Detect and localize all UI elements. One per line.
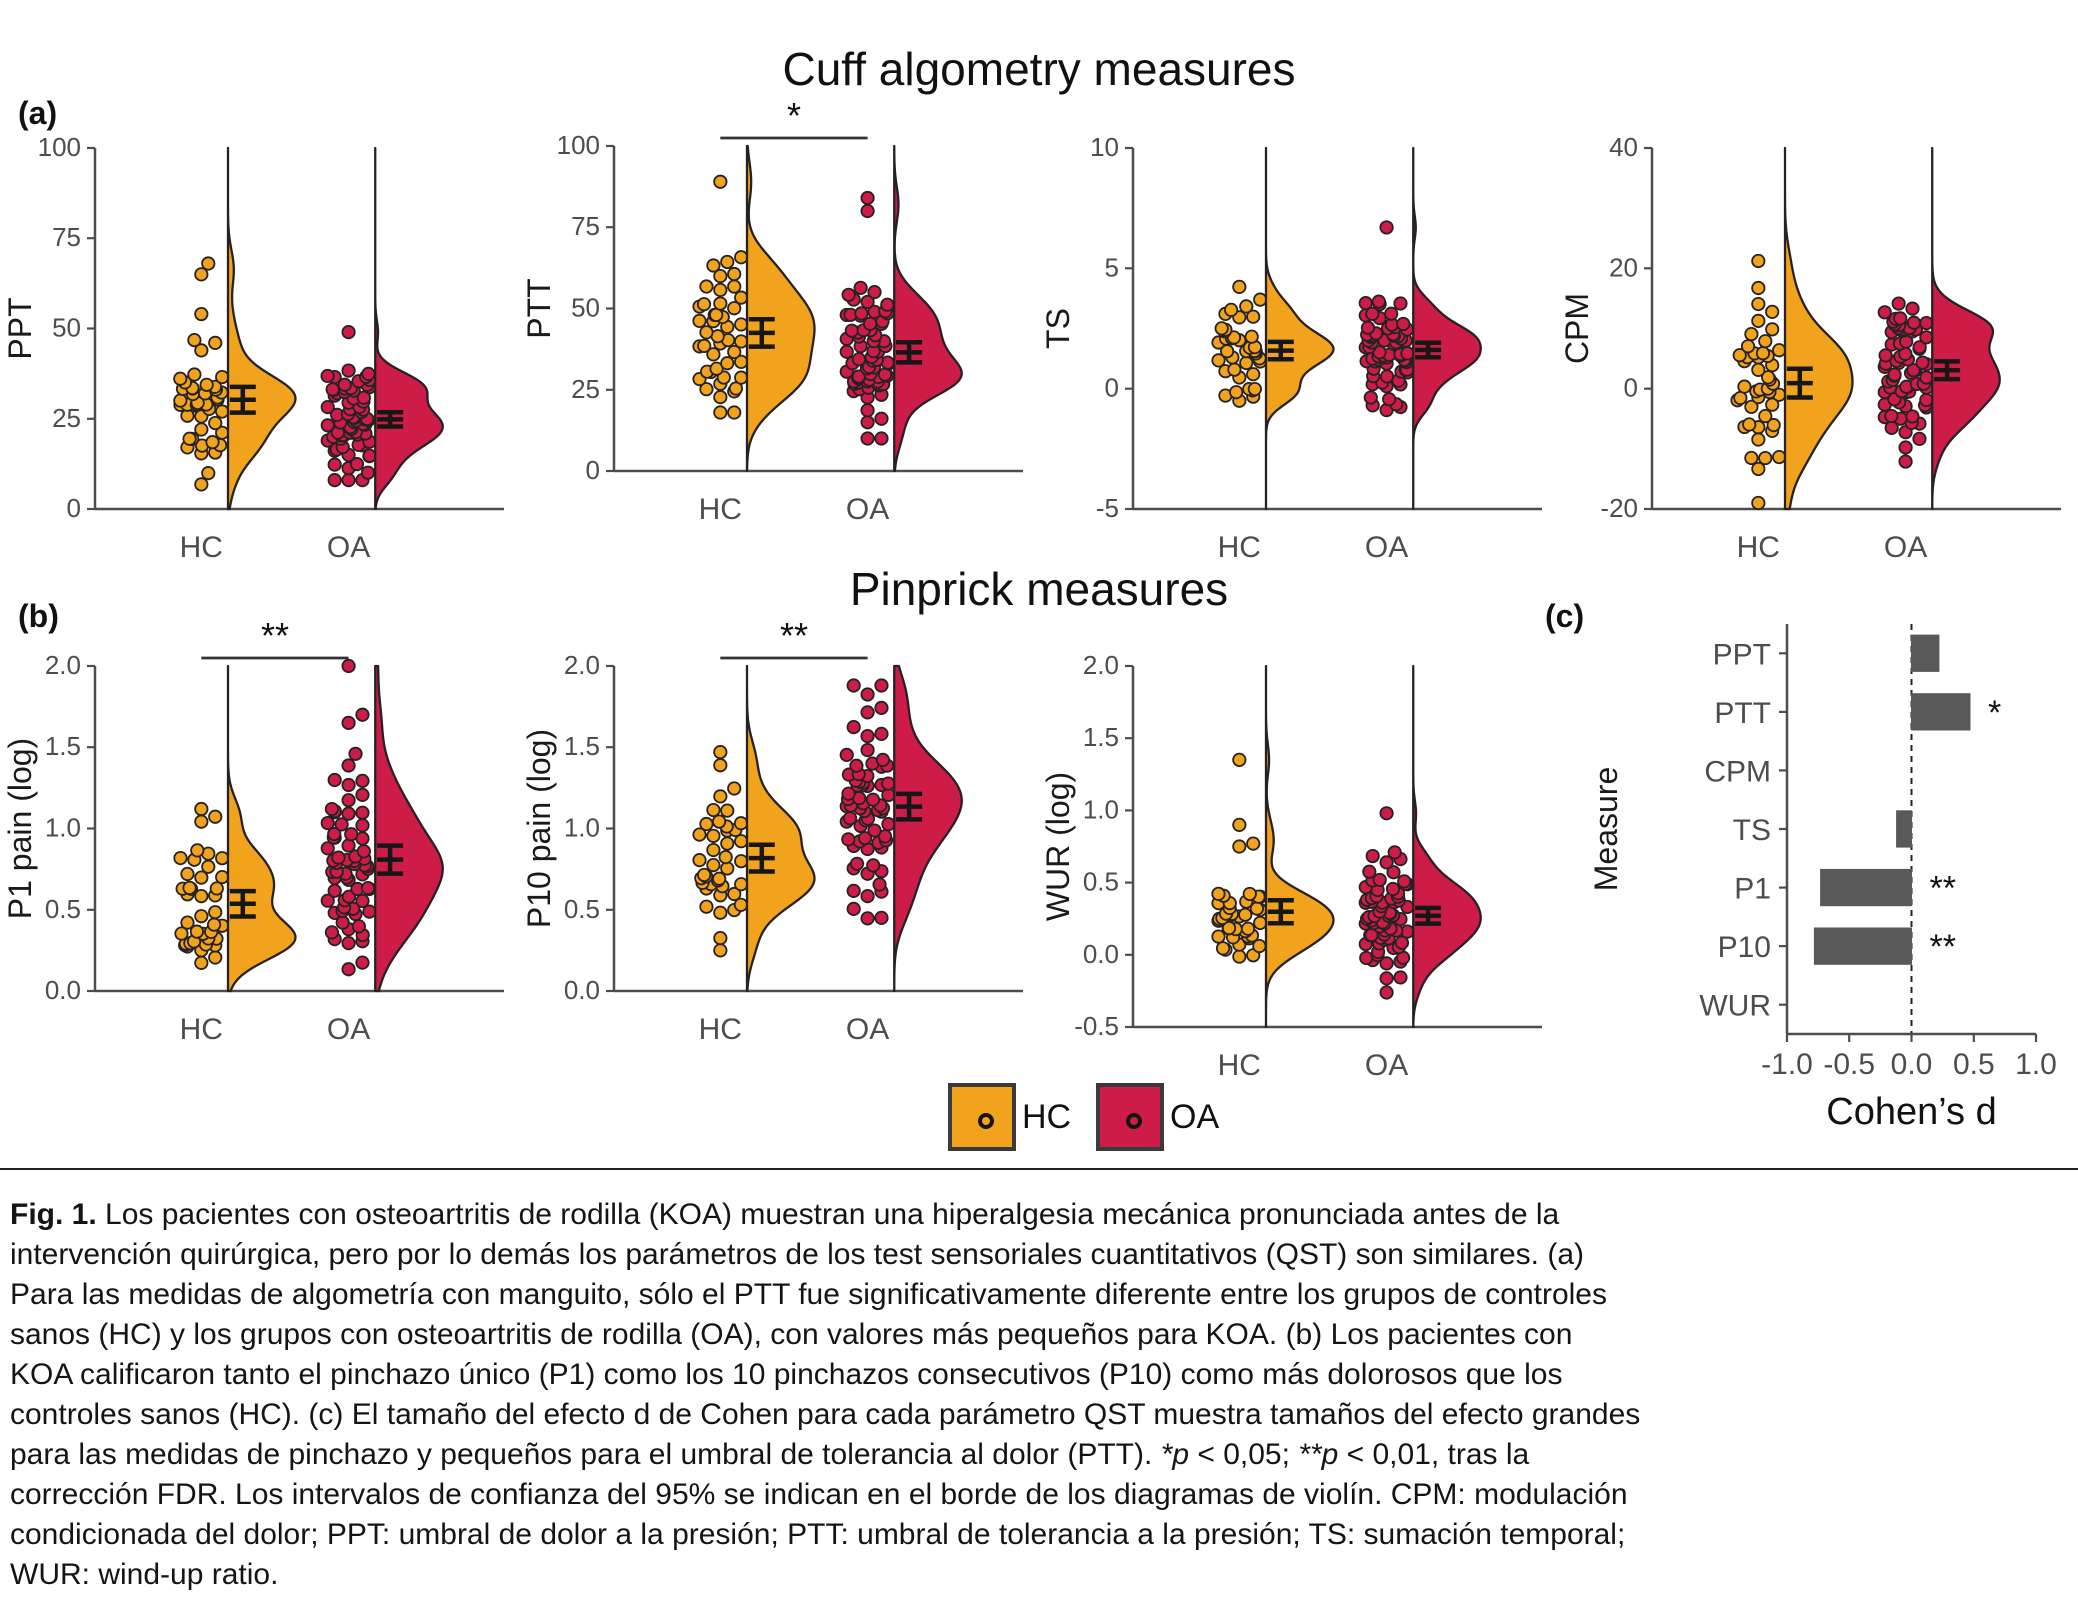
svg-text:100: 100: [557, 130, 600, 160]
svg-text:CPM: CPM: [1559, 293, 1595, 364]
svg-text:PPT: PPT: [1713, 638, 1771, 671]
svg-text:40: 40: [1609, 132, 1638, 162]
svg-text:**: **: [1930, 870, 1956, 908]
svg-text:75: 75: [571, 211, 600, 241]
svg-text:0.5: 0.5: [564, 894, 600, 924]
svg-text:OA: OA: [846, 1013, 889, 1046]
svg-text:**: **: [780, 615, 808, 656]
svg-text:5: 5: [1105, 252, 1119, 282]
svg-text:25: 25: [571, 374, 600, 404]
svg-text:HC: HC: [180, 531, 223, 564]
svg-text:50: 50: [52, 313, 81, 343]
svg-text:100: 100: [38, 132, 81, 162]
svg-text:-20: -20: [1600, 493, 1638, 523]
svg-text:WUR (log): WUR (log): [1040, 772, 1076, 921]
svg-text:2.0: 2.0: [45, 650, 81, 680]
svg-text:CPM: CPM: [1704, 755, 1771, 788]
svg-text:1.5: 1.5: [45, 731, 81, 761]
svg-text:PPT: PPT: [2, 297, 38, 359]
svg-text:0.5: 0.5: [1083, 867, 1119, 897]
svg-text:OA: OA: [327, 531, 370, 564]
svg-text:PTT: PTT: [1714, 697, 1771, 730]
svg-text:50: 50: [571, 293, 600, 323]
svg-text:HC: HC: [699, 1013, 742, 1046]
svg-text:Measure: Measure: [1588, 767, 1624, 892]
svg-text:1.0: 1.0: [564, 813, 600, 843]
svg-text:**: **: [261, 615, 289, 656]
svg-text:0.0: 0.0: [1083, 939, 1119, 969]
svg-text:0: 0: [67, 493, 81, 523]
svg-text:20: 20: [1609, 252, 1638, 282]
svg-text:-0.5: -0.5: [1823, 1048, 1875, 1081]
svg-text:1.0: 1.0: [1083, 794, 1119, 824]
svg-text:PTT: PTT: [521, 278, 557, 338]
svg-text:OA: OA: [1365, 1049, 1408, 1082]
svg-text:P1 pain (log): P1 pain (log): [2, 738, 38, 919]
svg-text:0.0: 0.0: [564, 975, 600, 1005]
svg-text:P10 pain (log): P10 pain (log): [521, 729, 557, 928]
svg-text:HC: HC: [699, 493, 742, 526]
svg-text:TS: TS: [1733, 814, 1771, 847]
svg-text:0: 0: [1624, 373, 1638, 403]
svg-text:WUR: WUR: [1699, 990, 1771, 1023]
svg-text:75: 75: [52, 222, 81, 252]
svg-text:OA: OA: [1884, 531, 1927, 564]
svg-text:-5: -5: [1096, 493, 1119, 523]
svg-text:0: 0: [586, 455, 600, 485]
svg-text:1.5: 1.5: [564, 731, 600, 761]
svg-text:**: **: [1930, 928, 1956, 966]
svg-text:1.0: 1.0: [45, 813, 81, 843]
svg-text:1.5: 1.5: [1083, 722, 1119, 752]
svg-text:Cohen’s d: Cohen’s d: [1826, 1091, 1996, 1133]
svg-text:HC: HC: [1218, 531, 1261, 564]
svg-text:-1.0: -1.0: [1761, 1048, 1813, 1081]
svg-text:1.0: 1.0: [2015, 1048, 2057, 1081]
svg-text:0.0: 0.0: [1891, 1048, 1933, 1081]
svg-text:0.0: 0.0: [45, 975, 81, 1005]
svg-text:*: *: [787, 95, 801, 136]
svg-text:-0.5: -0.5: [1074, 1011, 1119, 1041]
svg-text:P10: P10: [1718, 931, 1771, 964]
svg-text:HC: HC: [1737, 531, 1780, 564]
svg-text:2.0: 2.0: [564, 650, 600, 680]
svg-text:HC: HC: [1218, 1049, 1261, 1082]
svg-text:OA: OA: [846, 493, 889, 526]
svg-text:0.5: 0.5: [45, 894, 81, 924]
svg-text:HC: HC: [180, 1013, 223, 1046]
svg-text:OA: OA: [1365, 531, 1408, 564]
svg-text:P1: P1: [1734, 873, 1771, 906]
svg-text:0.5: 0.5: [1953, 1048, 1995, 1081]
svg-text:2.0: 2.0: [1083, 650, 1119, 680]
svg-text:TS: TS: [1040, 308, 1076, 349]
svg-text:25: 25: [52, 403, 81, 433]
svg-text:0: 0: [1105, 373, 1119, 403]
svg-text:*: *: [1988, 694, 2001, 732]
svg-text:10: 10: [1090, 132, 1119, 162]
svg-text:OA: OA: [327, 1013, 370, 1046]
